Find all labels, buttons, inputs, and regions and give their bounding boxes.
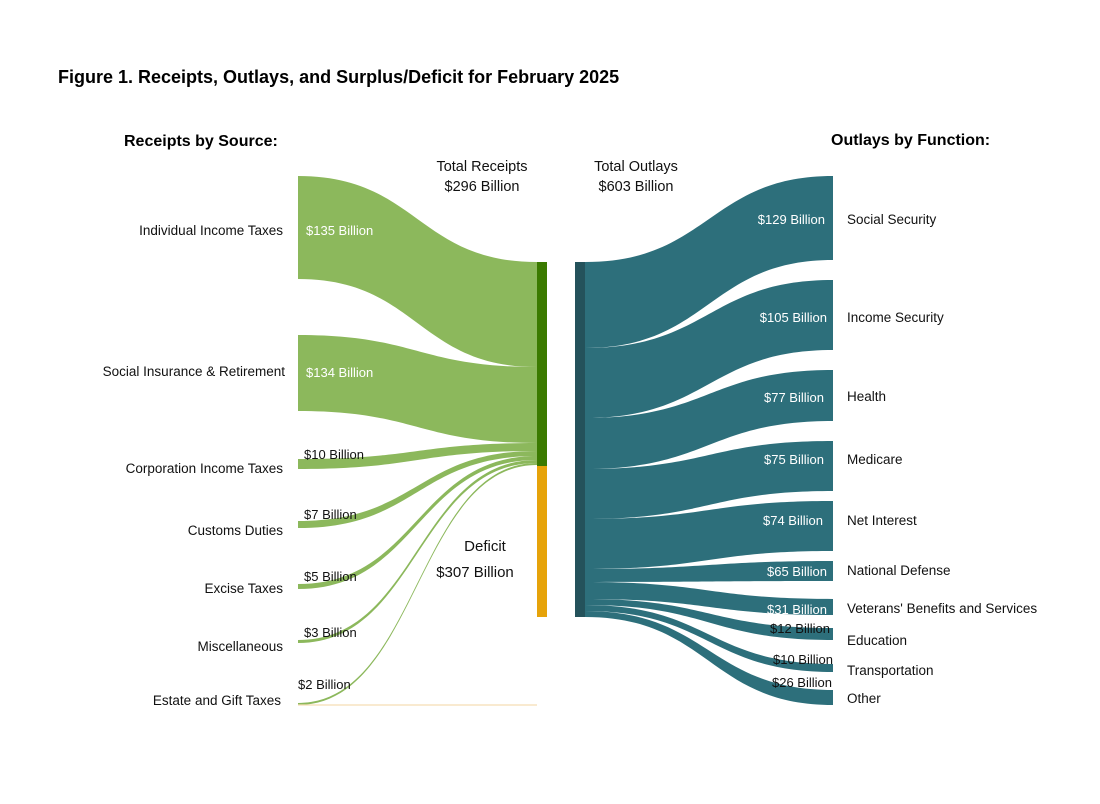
receipt-value-excise-taxes: $5 Billion xyxy=(304,569,357,584)
outlay-flow-national-defense xyxy=(585,561,833,582)
outlay-flow-social-security xyxy=(585,176,833,348)
receipt-flow-excise-taxes xyxy=(298,456,537,589)
outlay-value-income-security: $105 Billion xyxy=(760,310,827,325)
outlay-value-education: $12 Billion xyxy=(770,621,830,636)
receipts-header: Receipts by Source: xyxy=(124,133,278,150)
outlay-value-national-defense: $65 Billion xyxy=(767,564,827,579)
outlay-labels: Social Security $129 Billion Income Securi… xyxy=(758,212,1038,706)
outlay-label-veterans-benefits-and-services: Veterans' Benefits and Services xyxy=(847,601,1037,616)
deficit-bar xyxy=(537,466,547,617)
outlays-header: Outlays by Function: xyxy=(831,132,990,149)
receipt-flow-customs-duties xyxy=(298,451,537,528)
outlay-flow-net-interest xyxy=(585,501,833,569)
outlay-value-veterans-benefits-and-services: $31 Billion xyxy=(767,602,827,617)
receipt-flow-social-insurance-and-retirement xyxy=(298,335,537,443)
receipt-labels: Individual Income Taxes $135 Billion Socia… xyxy=(103,223,374,708)
outlay-value-transportation: $10 Billion xyxy=(773,652,833,667)
outlay-flow-health xyxy=(585,370,833,469)
outlays-total-bar xyxy=(575,262,585,617)
receipt-label-individual-income-taxes: Individual Income Taxes xyxy=(139,223,283,238)
outlay-value-net-interest: $74 Billion xyxy=(763,513,823,528)
outlay-flow-income-security xyxy=(585,280,833,418)
receipt-value-customs-duties: $7 Billion xyxy=(304,507,357,522)
outlay-label-medicare: Medicare xyxy=(847,452,903,467)
outlay-value-social-security: $129 Billion xyxy=(758,212,825,227)
receipt-label-customs-duties: Customs Duties xyxy=(188,523,284,538)
outlay-flow-veterans-benefits-and-services xyxy=(585,582,833,615)
deficit-label: Deficit xyxy=(464,538,507,555)
outlay-label-other: Other xyxy=(847,691,881,706)
outlay-flow-education xyxy=(585,599,833,640)
outlay-label-national-defense: National Defense xyxy=(847,563,951,578)
receipt-label-miscellaneous: Miscellaneous xyxy=(197,639,283,654)
outlay-label-transportation: Transportation xyxy=(847,663,934,678)
total-outlays-value: $603 Billion xyxy=(599,179,674,195)
figure-title: Figure 1. Receipts, Outlays, and Surplus… xyxy=(58,67,619,87)
outlay-value-other: $26 Billion xyxy=(772,675,832,690)
receipt-label-corporation-income-taxes: Corporation Income Taxes xyxy=(126,461,284,476)
receipt-flow-estate-and-gift-taxes xyxy=(298,463,537,705)
outlay-flows xyxy=(585,176,833,705)
receipt-label-excise-taxes: Excise Taxes xyxy=(204,581,283,596)
outlay-flow-transportation xyxy=(585,605,833,672)
receipt-label-estate-and-gift-taxes: Estate and Gift Taxes xyxy=(153,693,281,708)
receipt-value-individual-income-taxes: $135 Billion xyxy=(306,223,373,238)
deficit-value: $307 Billion xyxy=(436,564,514,581)
outlay-flow-medicare xyxy=(585,441,833,519)
receipts-total-bar xyxy=(537,262,547,466)
receipt-flow-miscellaneous xyxy=(298,460,537,643)
total-receipts-value: $296 Billion xyxy=(445,179,520,195)
receipt-value-social-insurance-and-retirement: $134 Billion xyxy=(306,365,373,380)
total-outlays-label: Total Outlays xyxy=(594,159,678,175)
outlay-flow-other xyxy=(585,611,833,705)
outlay-value-medicare: $75 Billion xyxy=(764,452,824,467)
receipt-value-corporation-income-taxes: $10 Billion xyxy=(304,447,364,462)
receipt-value-estate-and-gift-taxes: $2 Billion xyxy=(298,677,351,692)
outlay-label-health: Health xyxy=(847,389,886,404)
outlay-value-health: $77 Billion xyxy=(764,390,824,405)
total-receipts-label: Total Receipts xyxy=(436,159,527,175)
receipt-label-social-insurance-and-retirement: Social Insurance & Retirement xyxy=(103,364,286,379)
receipt-flow-corporation-income-taxes xyxy=(298,443,537,469)
outlay-label-net-interest: Net Interest xyxy=(847,513,917,528)
receipt-flow-individual-income-taxes xyxy=(298,176,537,367)
outlay-label-income-security: Income Security xyxy=(847,310,944,325)
receipt-value-miscellaneous: $3 Billion xyxy=(304,625,357,640)
receipt-flows xyxy=(298,176,537,706)
outlay-label-education: Education xyxy=(847,633,907,648)
outlay-label-social-security: Social Security xyxy=(847,212,937,227)
